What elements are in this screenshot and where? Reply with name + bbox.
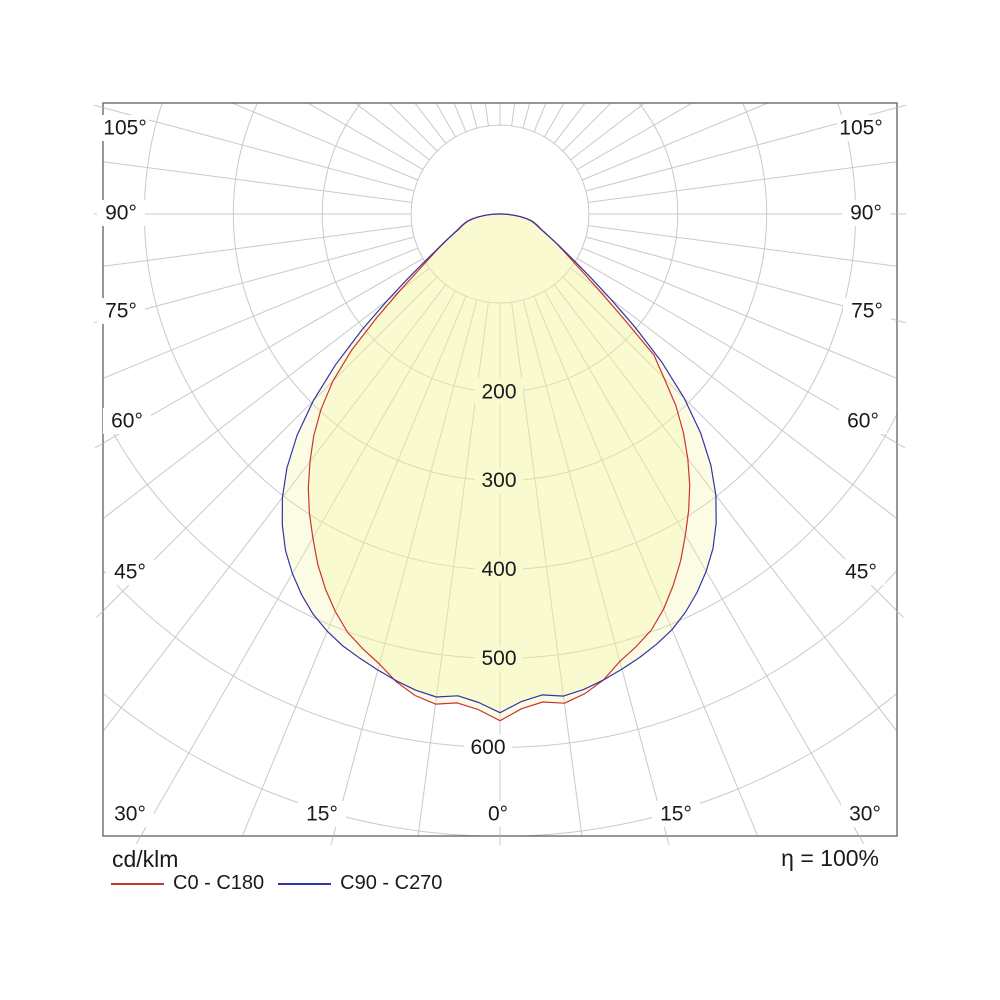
angle-label: 90° [105, 202, 137, 225]
radial-tick-label: 300 [481, 469, 516, 492]
radial-tick-label: 200 [481, 380, 516, 403]
efficiency-label: η = 100% [781, 845, 879, 871]
angle-ticks [94, 104, 906, 845]
legend-label-c0-c180: C0 - C180 [173, 872, 265, 894]
angle-label: 45° [845, 561, 877, 584]
angle-label: 15° [660, 803, 692, 826]
angle-label: 75° [105, 300, 137, 323]
angle-label: 60° [847, 410, 879, 433]
radial-tick-label: 400 [481, 558, 516, 581]
angle-label: 0° [488, 803, 508, 826]
angle-label: 30° [114, 803, 146, 826]
units-label: cd/klm [112, 846, 179, 872]
angle-label: 45° [114, 561, 146, 584]
legend-label-c90-c270: C90 - C270 [340, 872, 443, 894]
angle-label: 90° [850, 202, 882, 225]
angle-label: 15° [306, 803, 338, 826]
distribution-curves [281, 213, 717, 722]
angle-label: 30° [849, 803, 881, 826]
angle-label: 60° [111, 410, 143, 433]
legend-line-c90-c270-icon [278, 882, 332, 885]
legend: C0 - C180 C90 - C270 [111, 872, 442, 895]
radial-tick-label: 600 [470, 736, 505, 759]
radial-tick-label: 500 [481, 647, 516, 670]
grid-labels: 200 300 400 500 600 105° 90° 75° 60° 45° 30° 15° 0° 1… [97, 115, 891, 827]
angle-label: 75° [851, 300, 883, 323]
legend-line-c0-c180-icon [111, 882, 164, 885]
angle-label: 105° [103, 117, 146, 140]
curve-C90-C270 [281, 213, 717, 714]
angle-label: 105° [839, 117, 882, 140]
distribution-fill [282, 214, 717, 721]
